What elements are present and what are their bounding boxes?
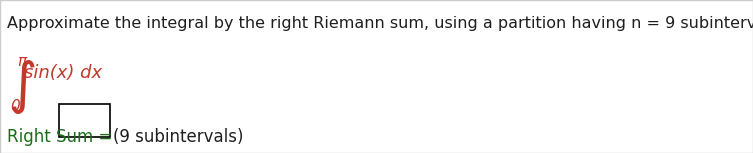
- Text: sin(x) dx: sin(x) dx: [23, 64, 102, 82]
- Text: $\int$: $\int$: [8, 58, 36, 116]
- FancyBboxPatch shape: [59, 104, 110, 137]
- Text: π: π: [17, 54, 26, 69]
- Text: Approximate the integral by the right Riemann sum, using a partition having n = : Approximate the integral by the right Ri…: [8, 16, 753, 31]
- Text: Right Sum =: Right Sum =: [8, 128, 113, 146]
- Text: (9 subintervals): (9 subintervals): [113, 128, 243, 146]
- Text: 0: 0: [10, 99, 20, 114]
